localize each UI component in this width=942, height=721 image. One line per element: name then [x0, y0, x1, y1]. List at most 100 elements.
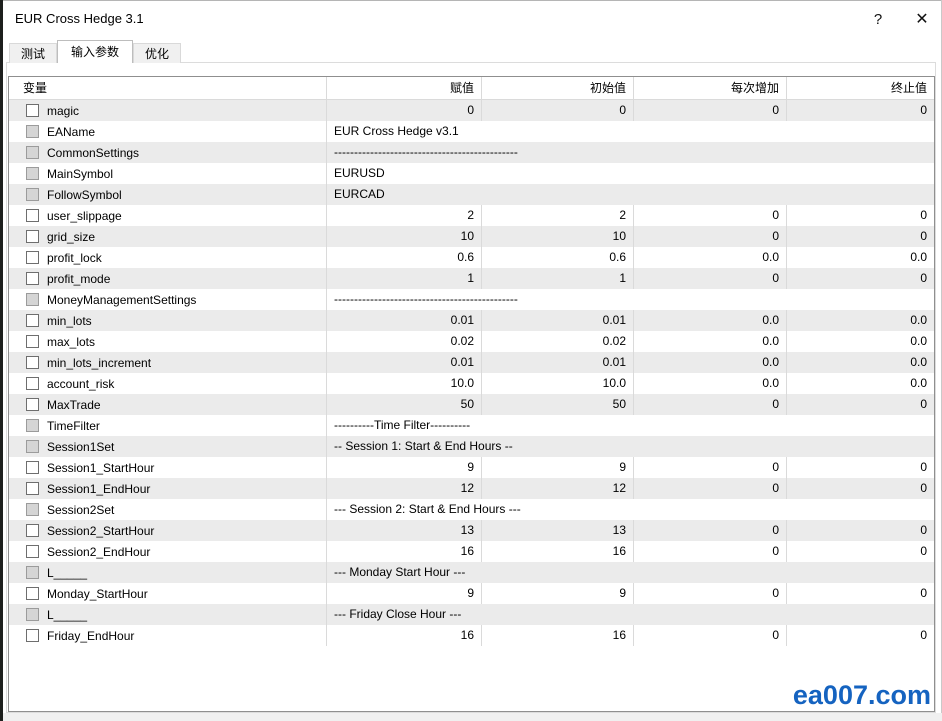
dialog-bottom-margin	[3, 713, 942, 721]
optimize-checkbox[interactable]	[26, 398, 39, 411]
param-value-cell[interactable]: 9	[326, 583, 481, 604]
optimize-checkbox[interactable]	[26, 461, 39, 474]
optimize-checkbox[interactable]	[26, 629, 39, 642]
param-step-cell[interactable]: 0	[633, 205, 786, 226]
param-start-cell[interactable]: 12	[481, 478, 633, 499]
param-value-cell[interactable]: --- Session 2: Start & End Hours ---	[326, 499, 934, 520]
param-step-cell[interactable]: 0	[633, 394, 786, 415]
table-row: TimeFilter ----------Time Filter---------…	[9, 415, 934, 436]
optimize-checkbox[interactable]	[26, 335, 39, 348]
param-stop-cell[interactable]: 0	[786, 268, 934, 289]
param-value-cell[interactable]: --- Friday Close Hour ---	[326, 604, 934, 625]
param-stop-cell[interactable]: 0.0	[786, 247, 934, 268]
param-stop-cell[interactable]: 0	[786, 583, 934, 604]
param-step-cell[interactable]: 0	[633, 226, 786, 247]
param-start-cell[interactable]: 16	[481, 541, 633, 562]
param-start-cell[interactable]: 50	[481, 394, 633, 415]
param-value-cell[interactable]: ----------Time Filter----------	[326, 415, 934, 436]
param-stop-cell[interactable]: 0	[786, 541, 934, 562]
optimize-checkbox[interactable]	[26, 104, 39, 117]
param-value-cell[interactable]: --- Monday Start Hour ---	[326, 562, 934, 583]
param-step-cell[interactable]: 0	[633, 268, 786, 289]
optimize-checkbox[interactable]	[26, 482, 39, 495]
tab-1[interactable]: 输入参数	[57, 40, 134, 63]
param-step-cell[interactable]: 0	[633, 100, 786, 121]
optimize-checkbox[interactable]	[26, 209, 39, 222]
param-step-cell[interactable]: 0	[633, 625, 786, 646]
close-icon[interactable]: ✕	[915, 11, 929, 28]
param-start-cell[interactable]: 16	[481, 625, 633, 646]
help-button[interactable]: ?	[873, 11, 883, 28]
optimize-checkbox[interactable]	[26, 272, 39, 285]
param-start-cell[interactable]: 1	[481, 268, 633, 289]
param-start-cell[interactable]: 9	[481, 457, 633, 478]
param-value-cell[interactable]: 0.01	[326, 310, 481, 331]
param-start-cell[interactable]: 0.02	[481, 331, 633, 352]
param-name-cell: Session2_StartHour	[9, 520, 326, 541]
param-step-cell[interactable]: 0.0	[633, 331, 786, 352]
param-value-cell[interactable]: 12	[326, 478, 481, 499]
param-step-cell[interactable]: 0	[633, 541, 786, 562]
param-step-cell[interactable]: 0.0	[633, 373, 786, 394]
optimize-checkbox[interactable]	[26, 545, 39, 558]
param-start-cell[interactable]: 0.6	[481, 247, 633, 268]
optimize-checkbox[interactable]	[26, 251, 39, 264]
param-start-cell[interactable]: 10	[481, 226, 633, 247]
param-value-cell[interactable]: 0.6	[326, 247, 481, 268]
param-stop-cell[interactable]: 0.0	[786, 352, 934, 373]
param-start-cell[interactable]: 0.01	[481, 352, 633, 373]
param-value-cell[interactable]: EUR Cross Hedge v3.1	[326, 121, 934, 142]
param-step-cell[interactable]: 0	[633, 520, 786, 541]
param-start-cell[interactable]: 0.01	[481, 310, 633, 331]
param-stop-cell[interactable]: 0	[786, 625, 934, 646]
param-stop-cell[interactable]: 0	[786, 100, 934, 121]
param-step-cell[interactable]: 0	[633, 457, 786, 478]
tab-2[interactable]: 优化	[133, 43, 182, 63]
param-step-cell[interactable]: 0	[633, 583, 786, 604]
param-start-cell[interactable]: 13	[481, 520, 633, 541]
param-start-cell[interactable]: 10.0	[481, 373, 633, 394]
optimize-checkbox[interactable]	[26, 314, 39, 327]
table-row: L_____ --- Friday Close Hour ---	[9, 604, 934, 625]
param-value-cell[interactable]: EURCAD	[326, 184, 934, 205]
param-step-cell[interactable]: 0.0	[633, 310, 786, 331]
param-stop-cell[interactable]: 0	[786, 394, 934, 415]
optimize-checkbox[interactable]	[26, 377, 39, 390]
param-value-cell[interactable]: 10.0	[326, 373, 481, 394]
param-value-cell[interactable]: 0.01	[326, 352, 481, 373]
param-stop-cell[interactable]: 0	[786, 457, 934, 478]
param-value-cell[interactable]: 0.02	[326, 331, 481, 352]
param-stop-cell[interactable]: 0	[786, 226, 934, 247]
param-step-cell[interactable]: 0	[633, 478, 786, 499]
param-start-cell[interactable]: 2	[481, 205, 633, 226]
param-stop-cell[interactable]: 0.0	[786, 331, 934, 352]
param-value-cell[interactable]: 9	[326, 457, 481, 478]
param-step-cell[interactable]: 0.0	[633, 247, 786, 268]
param-value-cell[interactable]: 16	[326, 625, 481, 646]
param-stop-cell[interactable]: 0	[786, 205, 934, 226]
param-value-cell[interactable]: ----------------------------------------…	[326, 289, 934, 310]
param-stop-cell[interactable]: 0.0	[786, 310, 934, 331]
param-value-cell[interactable]: EURUSD	[326, 163, 934, 184]
param-value-cell[interactable]: 2	[326, 205, 481, 226]
tab-0[interactable]: 测试	[9, 43, 58, 63]
param-name: magic	[47, 103, 80, 118]
param-value-cell[interactable]: 13	[326, 520, 481, 541]
param-value-cell[interactable]: 50	[326, 394, 481, 415]
optimize-checkbox[interactable]	[26, 230, 39, 243]
param-value-cell[interactable]: 1	[326, 268, 481, 289]
optimize-checkbox[interactable]	[26, 587, 39, 600]
optimize-checkbox[interactable]	[26, 356, 39, 369]
param-value-cell[interactable]: ----------------------------------------…	[326, 142, 934, 163]
param-value-cell[interactable]: 10	[326, 226, 481, 247]
param-value-cell[interactable]: -- Session 1: Start & End Hours --	[326, 436, 934, 457]
param-value-cell[interactable]: 0	[326, 100, 481, 121]
param-stop-cell[interactable]: 0.0	[786, 373, 934, 394]
param-value-cell[interactable]: 16	[326, 541, 481, 562]
param-step-cell[interactable]: 0.0	[633, 352, 786, 373]
param-stop-cell[interactable]: 0	[786, 478, 934, 499]
optimize-checkbox[interactable]	[26, 524, 39, 537]
param-start-cell[interactable]: 0	[481, 100, 633, 121]
param-stop-cell[interactable]: 0	[786, 520, 934, 541]
param-start-cell[interactable]: 9	[481, 583, 633, 604]
